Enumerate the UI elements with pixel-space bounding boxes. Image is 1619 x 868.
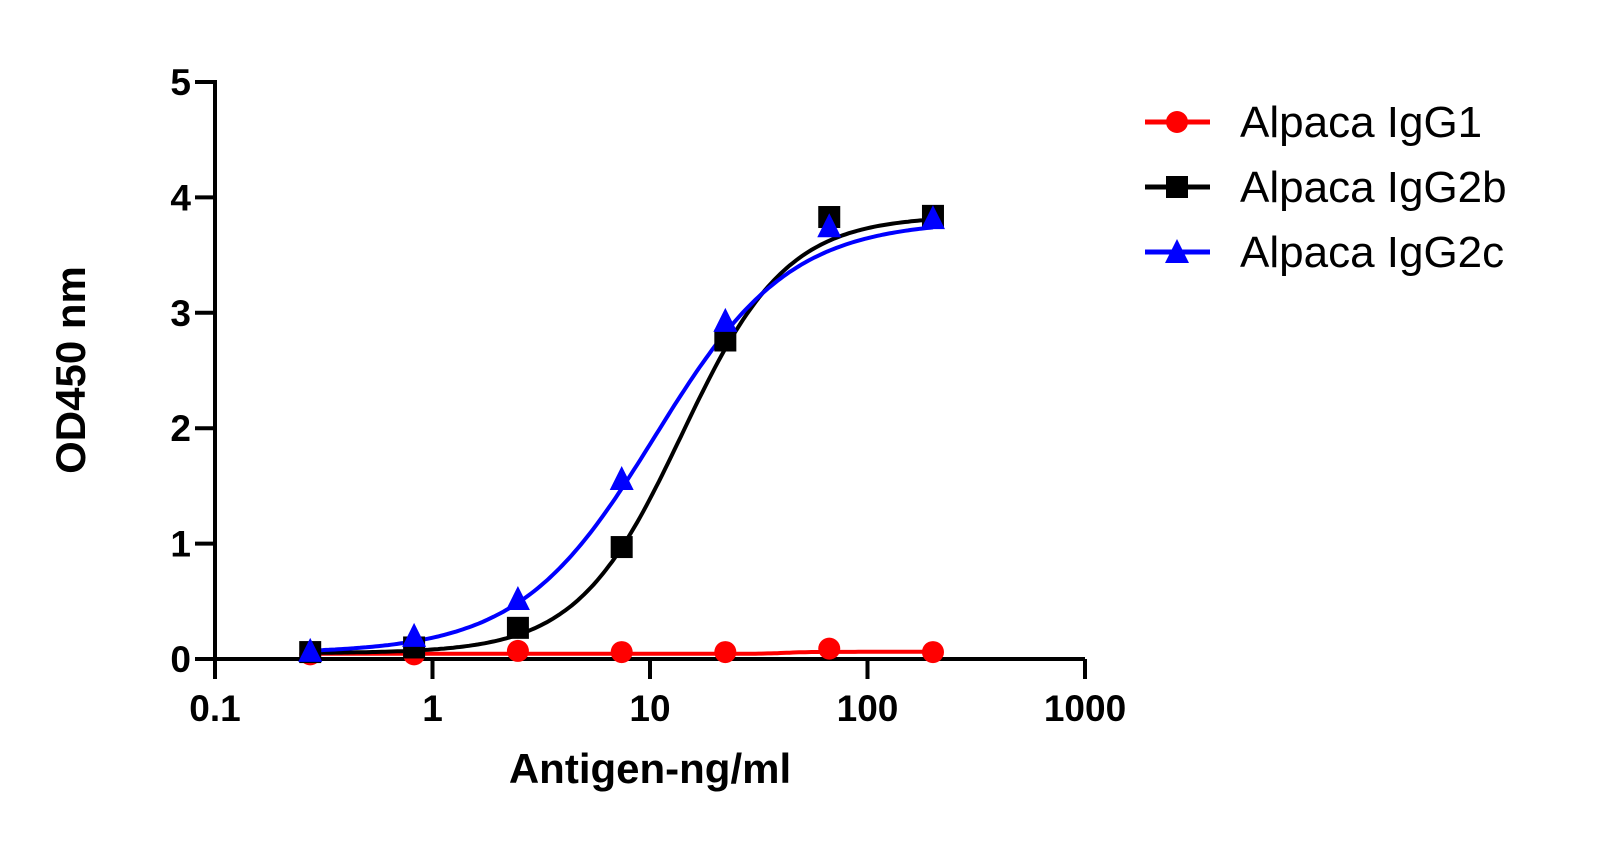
x-tick-label: 10 bbox=[629, 688, 670, 729]
y-tick-label: 1 bbox=[170, 524, 191, 565]
x-tick-label: 1000 bbox=[1044, 688, 1126, 729]
data-point-triangle bbox=[817, 213, 842, 238]
fit-curve-alpaca-igg2b bbox=[310, 217, 934, 655]
axes: 0 1 2 3 4 5 0.1 1 10 100 1000 bbox=[170, 62, 1126, 729]
data-point-triangle bbox=[402, 622, 427, 647]
legend-label: Alpaca IgG2b bbox=[1240, 163, 1507, 212]
data-point-circle bbox=[610, 641, 633, 664]
data-point-triangle bbox=[920, 205, 945, 230]
y-tick-label: 2 bbox=[170, 408, 191, 449]
legend-item: Alpaca IgG2c bbox=[1145, 228, 1504, 277]
data-point-circle bbox=[506, 639, 529, 662]
data-point-triangle bbox=[298, 637, 323, 662]
legend-label: Alpaca IgG2c bbox=[1240, 228, 1504, 277]
data-point-triangle bbox=[609, 465, 634, 490]
data-points bbox=[298, 204, 945, 666]
data-point-square bbox=[714, 329, 737, 352]
legend-item: Alpaca IgG2b bbox=[1145, 163, 1507, 212]
legend-item: Alpaca IgG1 bbox=[1145, 98, 1482, 147]
y-axis-title: OD450 nm bbox=[47, 266, 94, 474]
x-tick-label: 0.1 bbox=[189, 688, 240, 729]
data-point-circle bbox=[921, 641, 944, 664]
legend-label: Alpaca IgG1 bbox=[1240, 98, 1482, 147]
data-point-square bbox=[506, 616, 529, 639]
data-point-circle bbox=[818, 637, 841, 660]
y-tick-label: 4 bbox=[170, 177, 191, 218]
circle-marker-icon bbox=[1166, 111, 1188, 133]
triangle-marker-icon bbox=[1165, 239, 1189, 263]
y-tick-label: 0 bbox=[170, 639, 191, 680]
x-tick-label: 1 bbox=[422, 688, 443, 729]
square-marker-icon bbox=[1166, 176, 1188, 198]
data-point-triangle bbox=[713, 307, 738, 332]
y-tick-label: 5 bbox=[170, 62, 191, 103]
x-axis-title: Antigen-ng/ml bbox=[509, 745, 791, 792]
fit-curves bbox=[310, 217, 934, 656]
y-tick-label: 3 bbox=[170, 293, 191, 334]
legend: Alpaca IgG1 Alpaca IgG2b Alpaca IgG2c bbox=[1145, 98, 1507, 277]
fit-curve-alpaca-igg2c bbox=[310, 225, 934, 653]
data-point-circle bbox=[714, 641, 737, 664]
data-point-triangle bbox=[505, 585, 530, 610]
x-tick-label: 100 bbox=[837, 688, 899, 729]
data-point-square bbox=[610, 536, 633, 559]
